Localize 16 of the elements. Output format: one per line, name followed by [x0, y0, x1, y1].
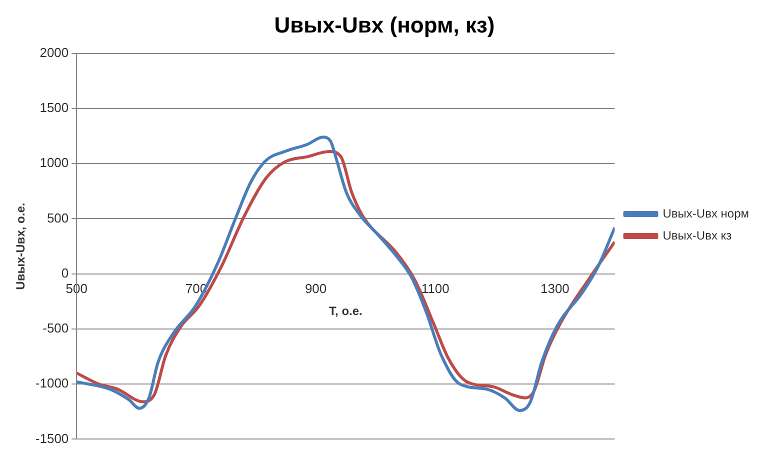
y-tick-label: 2000	[40, 44, 69, 60]
y-tick-label: 1500	[40, 100, 69, 116]
y-axis-title: Uвых-Uвх, о.е.	[14, 202, 28, 290]
x-tick-label: 900	[304, 281, 327, 296]
x-axis-title: T, о.е.	[329, 304, 362, 318]
y-tick-label: -500	[42, 320, 69, 336]
legend-label: Uвых-Uвх норм	[662, 206, 750, 220]
legend-label: Uвых-Uвх кз	[662, 228, 732, 242]
y-tick-label: 1000	[40, 155, 69, 170]
y-tick-label: -1500	[35, 430, 69, 446]
x-tick-label: 1100	[421, 281, 450, 296]
chart-title: Uвых-Uвх (норм, кз)	[274, 12, 495, 38]
y-tick-label: 0	[61, 265, 69, 280]
x-tick-label: 1300	[540, 281, 570, 296]
y-tick-label: 500	[46, 210, 69, 226]
y-tick-label: -1000	[35, 376, 69, 391]
